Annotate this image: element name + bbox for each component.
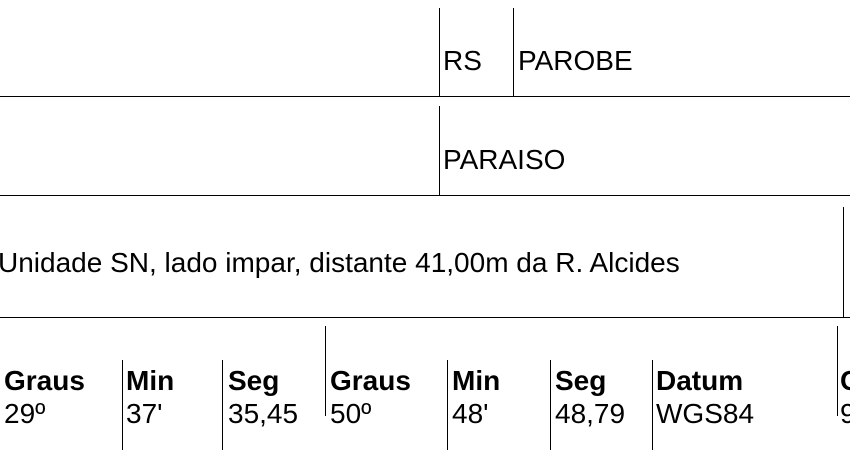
column-header: C	[840, 365, 850, 397]
cell-value: 50º	[330, 398, 372, 429]
cell-value: 37'	[126, 398, 163, 429]
row-border	[0, 96, 850, 97]
cell-border	[439, 8, 440, 96]
column-header: Datum	[656, 365, 744, 396]
city: PAROBE	[518, 45, 633, 76]
column-header: Seg	[555, 365, 607, 396]
cell-value: 48'	[452, 398, 489, 429]
cell-value: WGS84	[656, 398, 755, 429]
district: PARAISO	[443, 144, 566, 175]
column-header: Seg	[228, 365, 280, 396]
cell-border	[222, 360, 223, 450]
cell-border	[652, 360, 653, 450]
cell-value: 29º	[4, 398, 46, 429]
column-header: Graus	[4, 365, 85, 396]
row-border	[0, 195, 850, 196]
cell-border	[550, 360, 551, 450]
address: Unidade SN, lado impar, distante 41,00m …	[0, 247, 680, 278]
cell-value: 9	[840, 398, 850, 429]
state: RS	[443, 45, 482, 76]
cell-value: 35,45	[228, 398, 299, 429]
cell-border	[837, 326, 838, 416]
column-header: Min	[452, 365, 501, 396]
cell-border	[122, 360, 123, 450]
cell-border	[513, 8, 514, 96]
column-header: Graus	[330, 365, 411, 396]
row-border	[0, 317, 850, 318]
cell-value: 48,79	[555, 398, 626, 429]
cell-border	[843, 207, 844, 317]
cell-border	[439, 106, 440, 195]
cell-border	[325, 326, 326, 416]
cell-border	[447, 360, 448, 450]
column-header: Min	[126, 365, 175, 396]
